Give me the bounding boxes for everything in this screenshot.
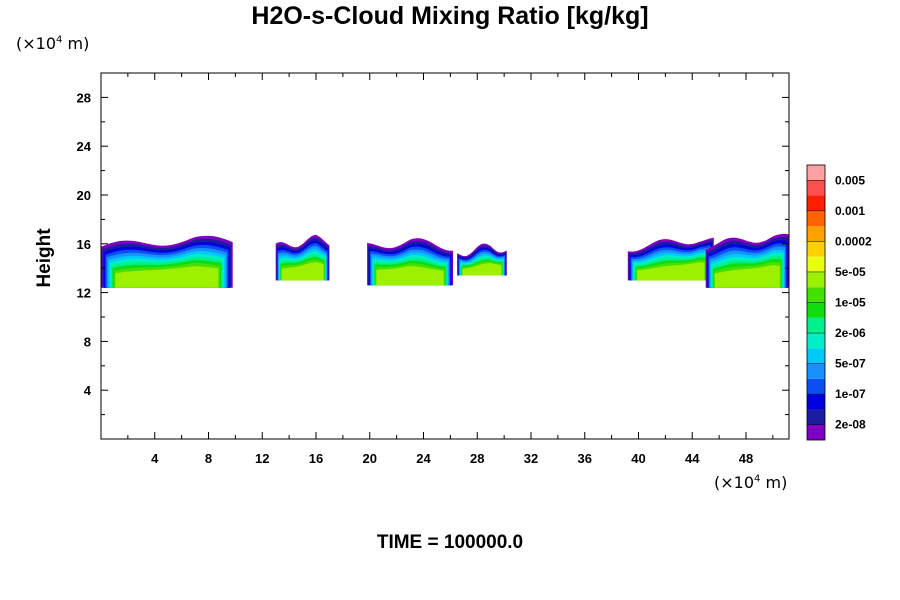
plot-frame <box>100 72 790 440</box>
colorbar-label-4: 1e-05 <box>835 296 866 310</box>
colorbar-swatch-12 <box>807 241 825 257</box>
cloud-band-3-10 <box>462 263 502 276</box>
y-tick-label-6: 28 <box>77 90 91 105</box>
cloud-band-4-10 <box>637 262 705 281</box>
colorbar: 2e-08 1e-07 5e-07 2e-06 1e-05 5e-05 0.0002 0.00… <box>806 164 872 441</box>
colorbar-swatch-2 <box>807 394 825 410</box>
colorbar-label-2: 5e-07 <box>835 357 866 371</box>
colorbar-swatch-10 <box>807 271 825 288</box>
x-tick-label-11: 48 <box>739 451 753 466</box>
y-tick-label-1: 8 <box>84 334 91 349</box>
cloud-cell-2 <box>367 238 454 286</box>
colorbar-label-5: 5e-05 <box>835 265 866 279</box>
colorbar-swatch-14 <box>807 210 825 227</box>
cloud-band-5-10 <box>714 265 780 288</box>
colorbar-swatch-1 <box>807 409 825 425</box>
cloud-cell-1 <box>275 234 330 281</box>
colorbar-swatch-16 <box>807 180 825 196</box>
y-axis-label: Height <box>34 228 55 288</box>
x-tick-label-7: 32 <box>524 451 538 466</box>
colorbar-swatch-0 <box>807 424 825 440</box>
x-tick-label-2: 12 <box>255 451 269 466</box>
colorbar-swatch-9 <box>807 287 825 303</box>
x-tick-label-3: 16 <box>309 451 323 466</box>
x-tick-label-6: 28 <box>470 451 484 466</box>
cloud-band-1-10 <box>281 262 324 281</box>
y-unit-label: (×104 m) <box>16 34 90 53</box>
x-unit-label: (×104 m) <box>714 473 788 492</box>
x-tick-label-5: 24 <box>416 451 431 466</box>
colorbar-swatch-5 <box>807 348 825 364</box>
cloud-cell-4 <box>627 237 714 281</box>
y-tick-label-5: 24 <box>77 139 92 154</box>
cloud-band-2-10 <box>376 266 444 286</box>
time-label: TIME = 100000.0 <box>376 532 524 553</box>
cloud-cell-5 <box>705 233 789 288</box>
y-tick-label-4: 20 <box>77 188 91 203</box>
cloud-field <box>101 233 789 288</box>
colorbar-swatch-17 <box>807 165 825 181</box>
colorbar-swatch-3 <box>807 378 825 395</box>
colorbar-label-3: 2e-06 <box>835 326 866 340</box>
chart-title: H2O-s-Cloud Mixing Ratio [kg/kg] <box>251 2 649 30</box>
x-tick-label-8: 36 <box>578 451 592 466</box>
y-tick-label-2: 12 <box>77 286 91 301</box>
colorbar-swatch-7 <box>807 317 825 334</box>
colorbar-swatch-8 <box>807 302 825 318</box>
colorbar-swatch-15 <box>807 195 825 211</box>
colorbar-swatch-4 <box>807 363 825 379</box>
colorbar-label-0: 2e-08 <box>835 418 866 432</box>
colorbar-swatch-13 <box>807 226 825 242</box>
y-tick-label-0: 4 <box>84 383 92 398</box>
colorbar-swatch-6 <box>807 333 825 349</box>
colorbar-label-1: 1e-07 <box>835 387 866 401</box>
x-tick-label-10: 44 <box>685 451 700 466</box>
x-tick-label-0: 4 <box>151 451 159 466</box>
colorbar-label-8: 0.005 <box>835 173 865 187</box>
x-tick-label-4: 20 <box>363 451 377 466</box>
colorbar-swatch-11 <box>807 256 825 272</box>
cloud-band-0-10 <box>115 266 219 288</box>
colorbar-label-7: 0.001 <box>835 204 865 218</box>
cloud-cell-3 <box>457 243 507 276</box>
cloud-cell-0 <box>101 235 233 288</box>
y-tick-label-3: 16 <box>77 237 91 252</box>
colorbar-label-6: 0.0002 <box>835 234 872 248</box>
x-tick-label-1: 8 <box>205 451 212 466</box>
x-tick-label-9: 40 <box>631 451 645 466</box>
